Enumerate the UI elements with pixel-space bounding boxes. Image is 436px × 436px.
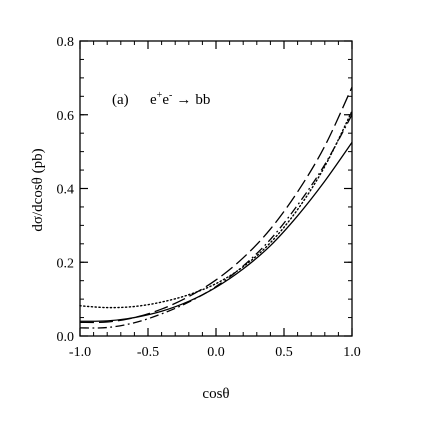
y-tick-label: 0.4 [57, 183, 75, 198]
axis-ticks [79, 40, 353, 337]
tick-labels: -1.0 -0.5 0.0 0.5 1.0 0.0 0.2 0.4 0.6 0.8 [57, 35, 361, 360]
process-sup-minus: - [169, 90, 172, 101]
y-tick-label: 0.0 [57, 330, 75, 345]
x-tick-label: 1.0 [343, 345, 361, 360]
process-arrow: → [176, 92, 191, 108]
plot-frame [79, 40, 353, 337]
y-tick-label: 0.8 [57, 35, 75, 50]
x-tick-label: -0.5 [137, 345, 159, 360]
x-tick-label: 0.0 [207, 345, 225, 360]
panel-label: (a) [112, 92, 129, 108]
plot-series [79, 86, 353, 329]
series-line-long-dash [79, 86, 353, 324]
process-lhs-e1: e [150, 92, 157, 108]
x-tick-label: -1.0 [69, 345, 91, 360]
y-tick-label: 0.6 [57, 109, 75, 124]
process-lhs-e2: e [162, 92, 169, 108]
series-line-dash-dot [79, 114, 353, 329]
series-line-dotted [79, 110, 353, 309]
process-rhs: bb [195, 92, 210, 108]
y-axis-label: dσ/dcosθ (pb) [30, 148, 46, 231]
y-tick-label: 0.2 [57, 256, 75, 271]
x-axis-label: cosθ [202, 386, 229, 402]
process-annotation: e+e- → bb [150, 90, 210, 108]
x-tick-label: 0.5 [275, 345, 293, 360]
process-sup-plus: + [157, 90, 163, 101]
